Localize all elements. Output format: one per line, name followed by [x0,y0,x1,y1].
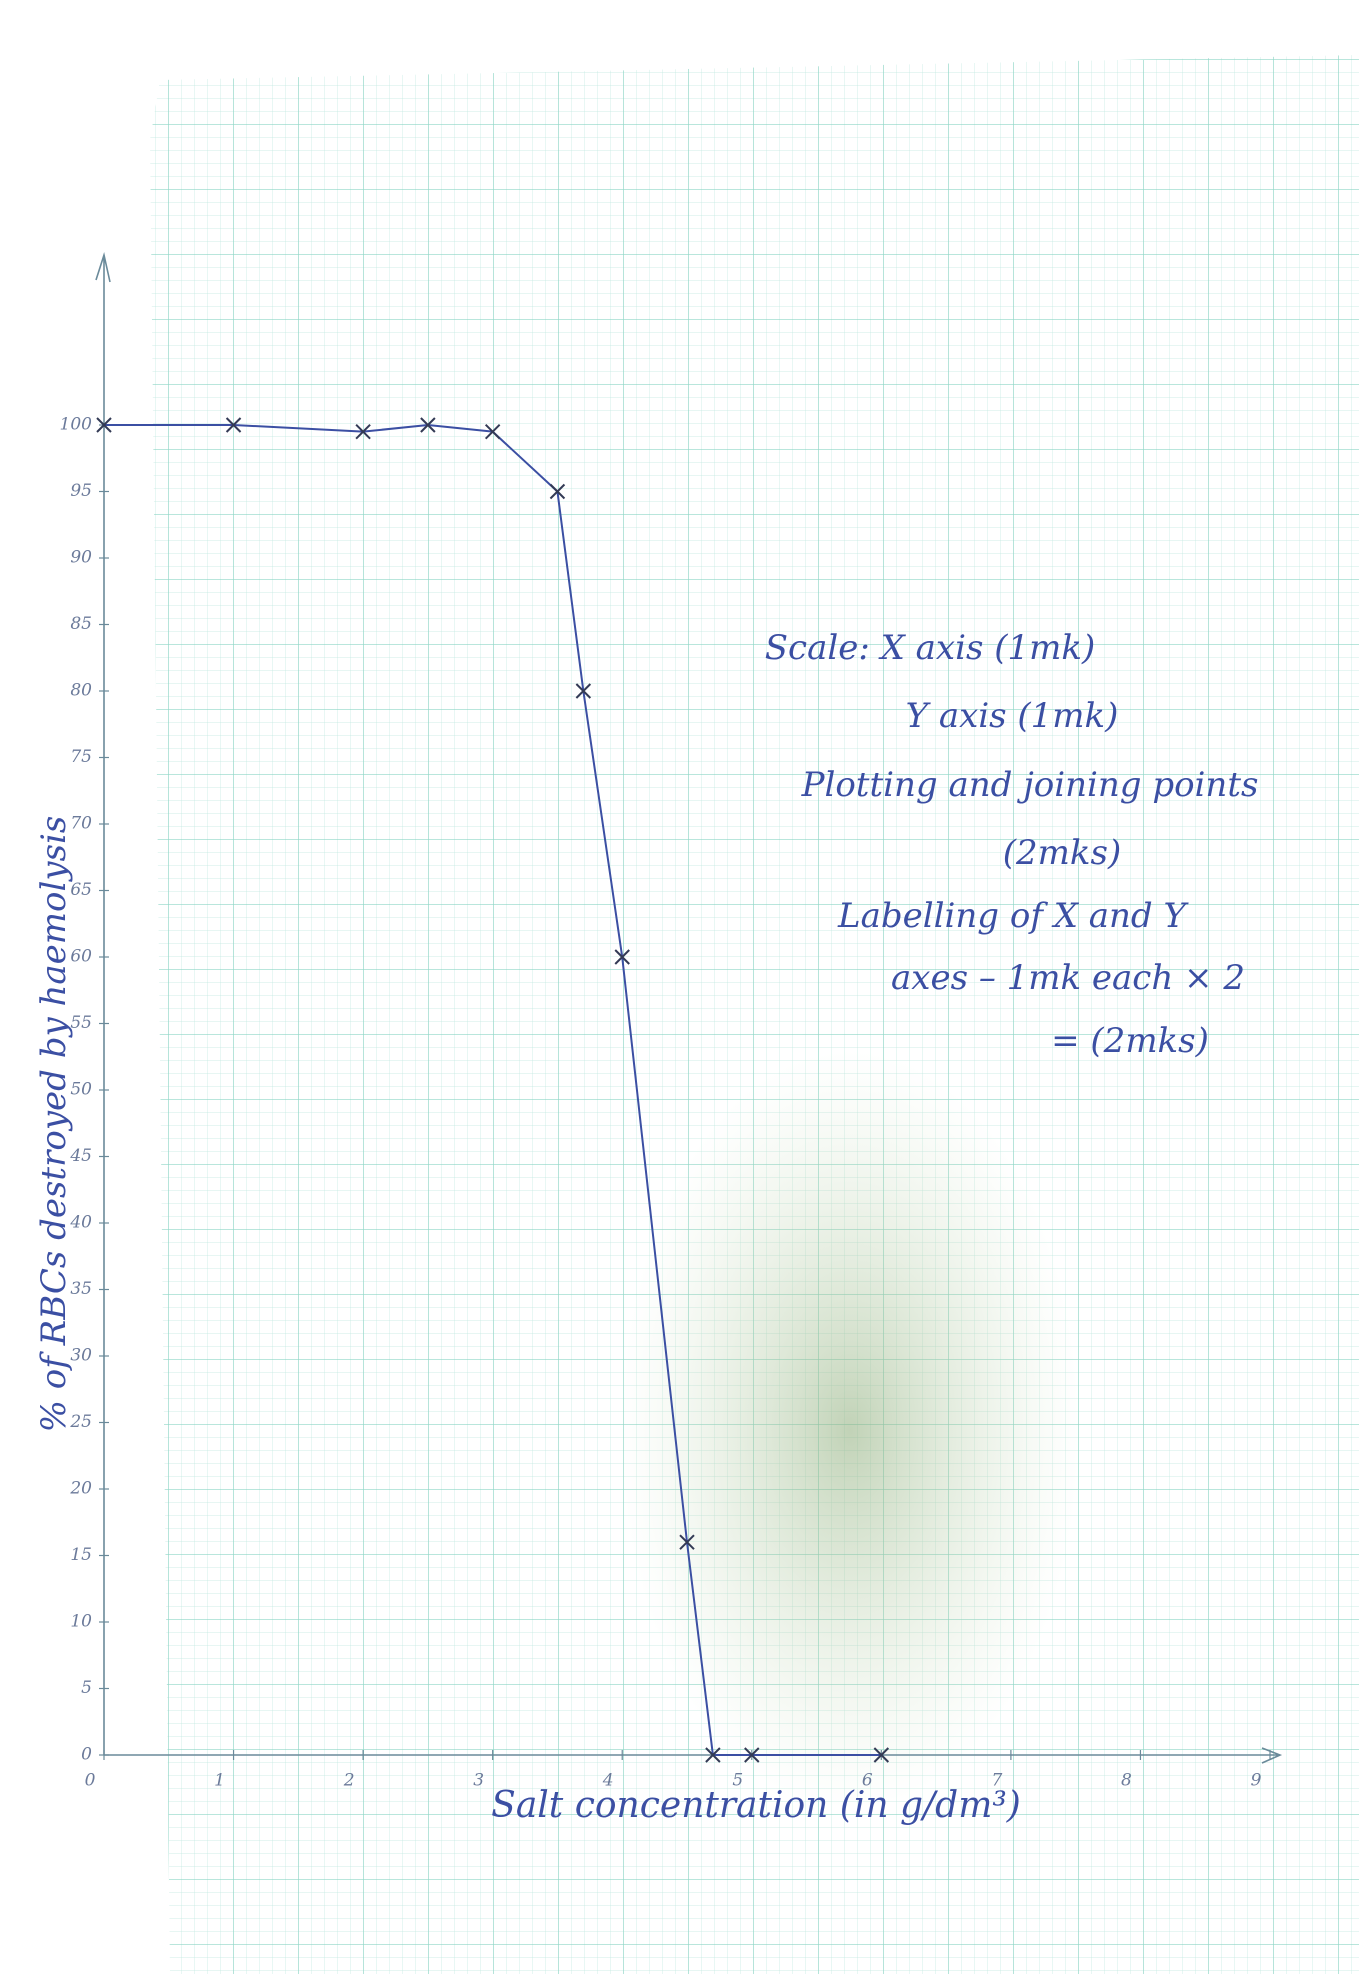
y-tick-label: 90 [70,548,92,568]
page: 0510152025303540455055606570758085909510… [0,0,1359,1974]
annotation: Y axis (1mk) [906,696,1119,736]
y-tick-label: 15 [70,1545,92,1565]
annotation: axes – 1mk each × 2 [891,958,1245,998]
y-tick-label: 10 [70,1612,92,1632]
annotation: Scale: X axis (1mk) [765,628,1095,668]
x-tick-label: 3 [473,1771,484,1791]
y-tick-label: 80 [70,681,92,701]
x-tick-label: 1 [214,1771,225,1791]
y-tick-label: 5 [81,1678,92,1698]
y-tick-label: 20 [69,1479,92,1499]
x-tick-label: 2 [343,1771,355,1791]
x-axis-label: Salt concentration (in g/dm³) [491,1785,1021,1826]
graph-paper: 0510152025303540455055606570758085909510… [0,0,1359,1974]
y-tick-label: 100 [60,415,93,435]
y-tick-label: 85 [70,614,92,634]
stain [620,1050,1080,1810]
x-tick-label: 8 [1121,1771,1132,1791]
y-tick-label: 95 [70,481,92,501]
annotation: (2mks) [1003,833,1121,873]
x-tick-label: 9 [1251,1771,1262,1791]
y-tick-label: 0 [81,1745,92,1765]
x-tick-label: 0 [85,1771,96,1791]
y-axis-label: % of RBCs destroyed by haemolysis [34,816,74,1433]
annotation: Plotting and joining points [801,765,1259,805]
y-tick-label: 75 [70,747,92,767]
annotation: = (2mks) [1051,1021,1209,1061]
annotation: Labelling of X and Y [837,896,1189,936]
